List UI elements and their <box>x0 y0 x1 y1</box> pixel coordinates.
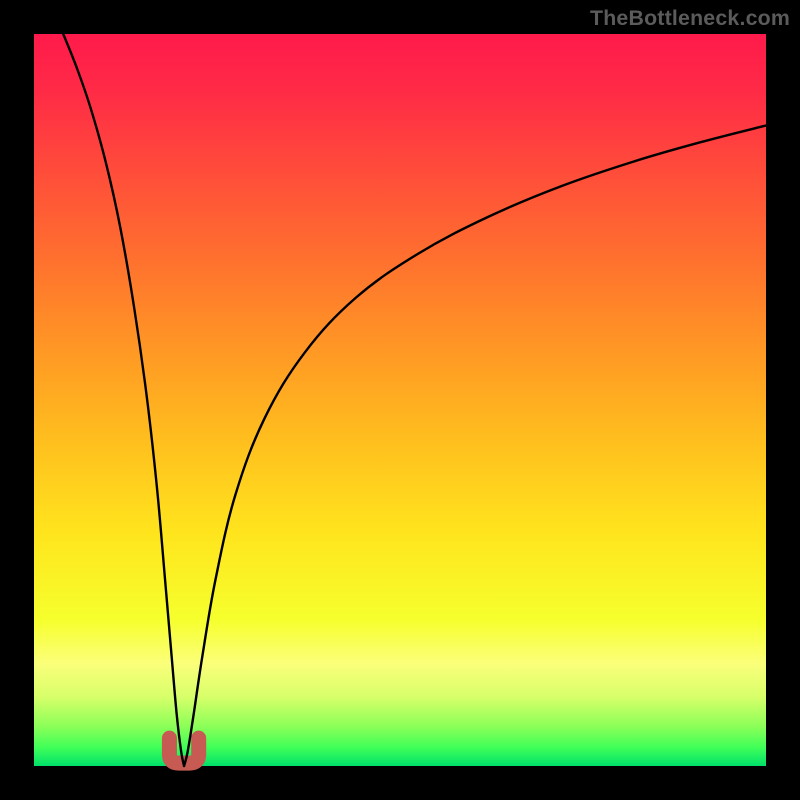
bottleneck-curve-right-branch <box>184 126 766 767</box>
plot-area <box>34 34 766 766</box>
curve-layer <box>34 34 766 766</box>
watermark-text: TheBottleneck.com <box>590 6 790 31</box>
bottleneck-curve-left-branch <box>63 34 184 766</box>
figure-root: TheBottleneck.com <box>0 0 800 800</box>
valley-marker <box>169 738 198 763</box>
